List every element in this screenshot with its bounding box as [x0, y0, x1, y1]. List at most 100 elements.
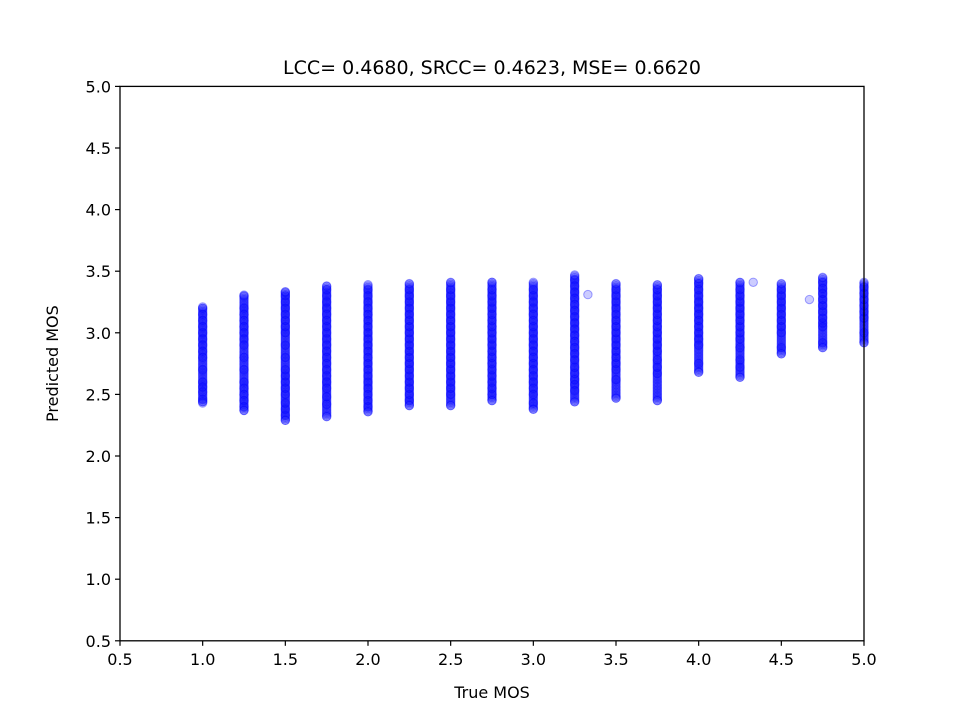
data-point: [611, 374, 621, 384]
data-point: [321, 309, 332, 320]
data-point: [239, 405, 249, 416]
data-point: [528, 309, 539, 320]
data-point: [611, 279, 621, 289]
data-point: [693, 287, 704, 298]
data-point: [239, 377, 249, 388]
data-point: [693, 284, 704, 295]
data-point: [693, 289, 704, 299]
data-point: [197, 365, 208, 375]
data-point: [652, 338, 663, 348]
data-point: [652, 339, 663, 350]
data-point: [363, 381, 373, 392]
data-point: [817, 288, 828, 298]
data-point: [487, 279, 497, 289]
data-point: [239, 330, 249, 340]
data-point: [363, 335, 373, 346]
data-point: [487, 334, 497, 344]
data-point: [817, 320, 828, 331]
data-point: [776, 322, 787, 332]
data-point: [611, 387, 621, 397]
data-point: [321, 302, 332, 312]
data-point: [611, 285, 621, 295]
data-point: [280, 400, 291, 411]
data-point: [239, 385, 249, 395]
data-point: [735, 341, 745, 351]
data-point: [197, 358, 208, 368]
data-point: [735, 315, 745, 326]
data-point: [445, 363, 456, 374]
data-point: [404, 374, 415, 384]
data-point: [321, 366, 332, 376]
data-point: [487, 323, 497, 333]
data-point: [404, 391, 415, 402]
data-point: [569, 343, 580, 354]
data-point: [404, 400, 415, 411]
data-point: [528, 306, 539, 317]
data-point: [528, 389, 539, 400]
data-point: [569, 377, 580, 388]
data-point: [611, 334, 621, 344]
data-point: [445, 378, 456, 389]
data-point: [776, 315, 787, 326]
data-point: [735, 369, 745, 379]
data-point: [239, 291, 249, 302]
data-point: [528, 302, 539, 312]
data-point: [693, 273, 704, 284]
data-point: [487, 307, 497, 317]
data-point: [363, 281, 373, 291]
data-point: [487, 346, 497, 356]
data-point: [569, 323, 580, 333]
data-point: [280, 414, 291, 424]
data-point: [611, 298, 621, 309]
data-point: [652, 348, 663, 358]
data-point: [528, 348, 539, 358]
data-point: [652, 321, 663, 332]
data-point: [239, 390, 249, 401]
data-point: [321, 358, 332, 369]
data-point: [321, 411, 332, 422]
data-point: [280, 378, 291, 389]
data-point: [197, 311, 208, 321]
data-point: [363, 353, 373, 364]
data-point: [363, 300, 373, 310]
data-point: [528, 398, 539, 408]
data-point: [611, 383, 621, 393]
data-point: [445, 360, 456, 371]
data-point: [239, 393, 249, 404]
data-point: [817, 316, 828, 326]
data-point: [404, 309, 415, 319]
data-point: [652, 296, 663, 307]
data-point: [652, 292, 663, 302]
data-point: [280, 391, 291, 402]
data-point: [817, 294, 828, 305]
data-point: [487, 386, 497, 397]
data-point: [693, 278, 704, 289]
data-point: [776, 297, 787, 307]
data-point: [280, 289, 291, 300]
data-point: [569, 327, 580, 338]
data-point: [776, 343, 787, 353]
data-point: [239, 303, 249, 314]
data-point: [280, 295, 291, 306]
data-point: [363, 338, 373, 349]
data-point: [404, 315, 415, 325]
data-point: [321, 401, 332, 411]
data-point: [280, 371, 291, 381]
data-point: [611, 297, 621, 307]
data-point: [321, 371, 332, 382]
data-point: [611, 356, 621, 366]
data-point: [363, 371, 373, 381]
data-point: [735, 277, 745, 288]
data-point: [363, 294, 373, 304]
data-point: [776, 304, 787, 315]
data-point: [445, 366, 456, 377]
data-point: [445, 329, 456, 340]
data-point: [528, 398, 539, 408]
data-point: [487, 289, 497, 299]
data-point: [611, 352, 621, 362]
data-point: [776, 349, 787, 359]
data-point: [652, 373, 663, 384]
data-point: [693, 280, 704, 290]
data-point: [652, 321, 663, 332]
data-point: [611, 312, 621, 322]
